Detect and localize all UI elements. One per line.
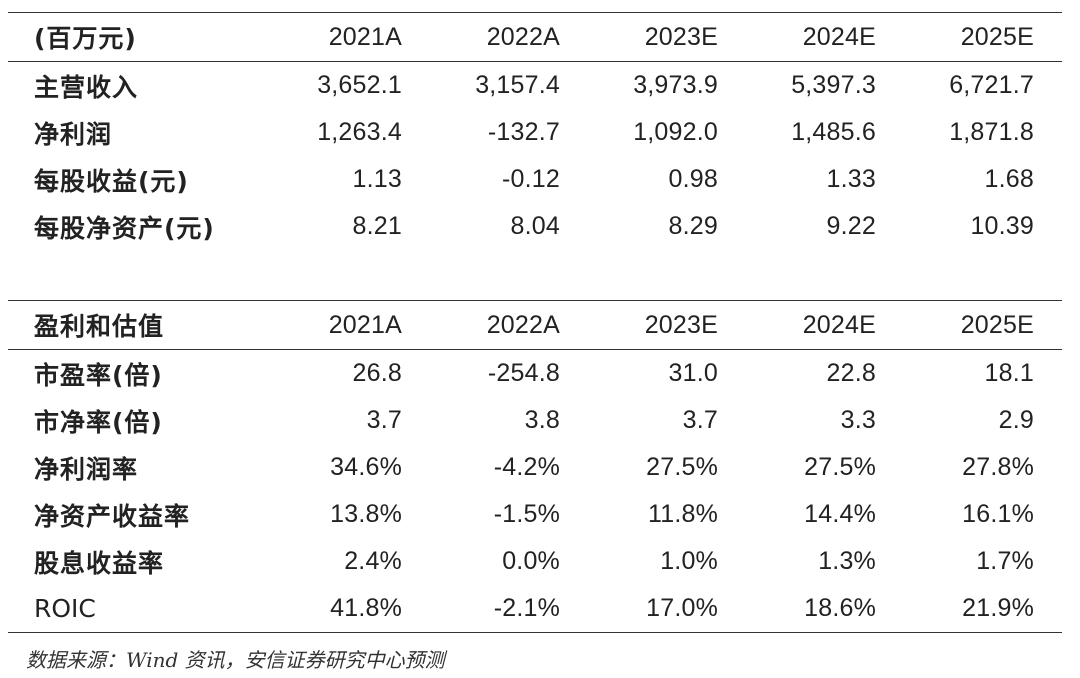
cell-value: 41.8% [330, 594, 402, 622]
cell-value: 21.9% [962, 594, 1034, 622]
cell-value: 3.7 [366, 406, 402, 434]
cell-value: 8.29 [668, 212, 718, 240]
header-year-2025: 2025E [960, 22, 1034, 51]
header-year-2022: 2022A [486, 310, 560, 339]
cell-value: 27.5% [646, 453, 718, 481]
cell-value: 1.33 [826, 165, 876, 193]
header-year-2021: 2021A [328, 310, 402, 339]
cell-value: 0.98 [668, 165, 718, 193]
table-header-row: 盈利和估值 2021A 2022A 2023E 2024E 2025E [8, 301, 1062, 349]
cell-value: 1.68 [984, 165, 1034, 193]
cell-value: 3,652.1 [317, 71, 402, 99]
cell-value: 3.3 [840, 406, 876, 434]
header-unit-label: (百万元) [34, 24, 137, 53]
cell-value: -132.7 [487, 118, 560, 146]
row-label: 净资产收益率 [34, 501, 191, 531]
table-header-row: (百万元) 2021A 2022A 2023E 2024E 2025E [8, 13, 1062, 61]
cell-value: 22.8 [826, 359, 876, 387]
cell-value: -254.8 [487, 359, 560, 387]
cell-value: 6,721.7 [949, 71, 1034, 99]
cell-value: -4.2% [493, 453, 560, 481]
table-row: ROIC 41.8% -2.1% 17.0% 18.6% 21.9% [8, 585, 1062, 632]
cell-value: -1.5% [493, 500, 560, 528]
table-row: 每股收益(元) 1.13 -0.12 0.98 1.33 1.68 [8, 156, 1062, 203]
row-label: 市净率(倍) [34, 407, 163, 437]
cell-value: 11.8% [647, 500, 718, 528]
cell-value: 1.7% [976, 547, 1034, 575]
table-top-rule [8, 12, 1062, 13]
table-row: 净资产收益率 13.8% -1.5% 11.8% 14.4% 16.1% [8, 491, 1062, 538]
row-label: 每股收益(元) [34, 166, 189, 196]
cell-value: 8.04 [510, 212, 560, 240]
table-top-rule [8, 300, 1062, 301]
cell-value: 3,157.4 [475, 71, 560, 99]
header-year-2024: 2024E [802, 310, 876, 339]
cell-value: 1,263.4 [317, 118, 402, 146]
cell-value: 27.5% [804, 453, 876, 481]
financial-summary-table: (百万元) 2021A 2022A 2023E 2024E 2025E 主营收入… [8, 12, 1062, 250]
cell-value: 16.1% [962, 500, 1034, 528]
row-label: 净利润 [34, 119, 113, 149]
table-row: 股息收益率 2.4% 0.0% 1.0% 1.3% 1.7% [8, 538, 1062, 585]
table-row: 净利润 1,263.4 -132.7 1,092.0 1,485.6 1,871… [8, 109, 1062, 156]
cell-value: 14.4% [804, 500, 876, 528]
cell-value: 8.21 [352, 212, 402, 240]
cell-value: 1,871.8 [949, 118, 1034, 146]
cell-value: 10.39 [970, 212, 1034, 240]
cell-value: 26.8 [352, 359, 402, 387]
cell-value: -0.12 [502, 165, 560, 193]
row-label: 每股净资产(元) [34, 213, 215, 243]
table-bottom-rule [8, 632, 1062, 633]
row-label: ROIC [34, 594, 96, 623]
table-row: 市净率(倍) 3.7 3.8 3.7 3.3 2.9 [8, 397, 1062, 444]
table-row: 净利润率 34.6% -4.2% 27.5% 27.5% 27.8% [8, 444, 1062, 491]
cell-value: 1.0% [660, 547, 718, 575]
cell-value: 2.4% [344, 547, 402, 575]
cell-value: 1,092.0 [633, 118, 718, 146]
row-label: 净利润率 [34, 454, 139, 484]
cell-value: 18.6% [804, 594, 876, 622]
cell-value: 9.22 [826, 212, 876, 240]
valuation-table: 盈利和估值 2021A 2022A 2023E 2024E 2025E 市盈率(… [8, 300, 1062, 633]
cell-value: -2.1% [493, 594, 560, 622]
cell-value: 3.7 [682, 406, 718, 434]
row-label: 市盈率(倍) [34, 360, 163, 390]
header-section-label: 盈利和估值 [34, 312, 165, 341]
table-row: 每股净资产(元) 8.21 8.04 8.29 9.22 10.39 [8, 203, 1062, 250]
cell-value: 5,397.3 [791, 71, 876, 99]
cell-value: 0.0% [502, 547, 560, 575]
header-year-2024: 2024E [802, 22, 876, 51]
cell-value: 1.13 [352, 165, 402, 193]
cell-value: 3,973.9 [633, 71, 718, 99]
header-year-2025: 2025E [960, 310, 1034, 339]
cell-value: 18.1 [984, 359, 1034, 387]
cell-value: 1.3% [818, 547, 876, 575]
header-divider-rule [8, 61, 1062, 62]
header-year-2022: 2022A [486, 22, 560, 51]
header-year-2023: 2023E [644, 22, 718, 51]
row-label: 主营收入 [34, 72, 139, 102]
cell-value: 17.0% [646, 594, 718, 622]
cell-value: 3.8 [524, 406, 560, 434]
header-divider-rule [8, 349, 1062, 350]
header-year-2021: 2021A [328, 22, 402, 51]
cell-value: 13.8% [330, 500, 402, 528]
cell-value: 1,485.6 [791, 118, 876, 146]
cell-value: 34.6% [330, 453, 402, 481]
table-row: 市盈率(倍) 26.8 -254.8 31.0 22.8 18.1 [8, 350, 1062, 397]
row-label: 股息收益率 [34, 548, 165, 578]
cell-value: 2.9 [998, 406, 1034, 434]
header-year-2023: 2023E [644, 310, 718, 339]
table-row: 主营收入 3,652.1 3,157.4 3,973.9 5,397.3 6,7… [8, 62, 1062, 109]
source-note: 数据来源：Wind 资讯，安信证券研究中心预测 [26, 648, 445, 672]
cell-value: 31.0 [668, 359, 718, 387]
cell-value: 27.8% [962, 453, 1034, 481]
